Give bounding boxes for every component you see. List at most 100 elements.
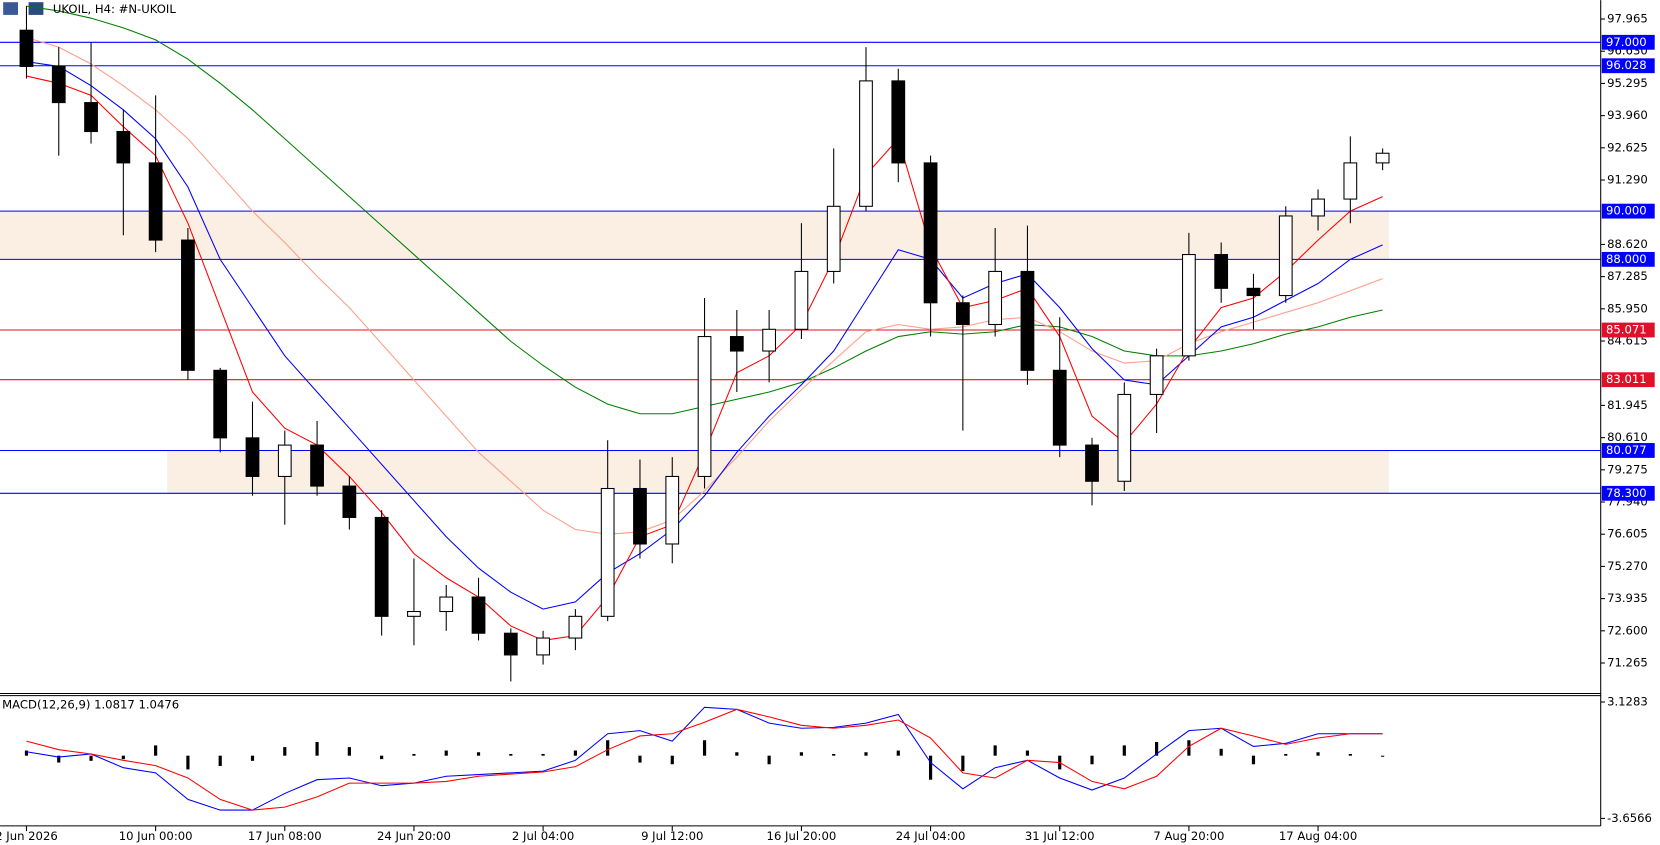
- level-tag: [1601, 203, 1655, 219]
- y-tick-label: 88.620: [1607, 237, 1648, 251]
- candle-body: [891, 80, 906, 164]
- x-tick-label: 24 Jun 20:00: [377, 829, 451, 843]
- candle-body: [213, 369, 228, 439]
- macd-bar: [896, 750, 900, 756]
- x-tick-label: 31 Jul 12:00: [1025, 829, 1095, 843]
- candle-body: [1020, 270, 1035, 371]
- y-tick-label: -3.6566: [1607, 811, 1652, 825]
- candle-body: [181, 239, 195, 371]
- x-tick-label: 16 Jul 20:00: [767, 829, 837, 843]
- macd-bar: [57, 755, 61, 763]
- macd-bar: [154, 745, 158, 756]
- macd-bar: [799, 752, 804, 756]
- candle-body: [633, 487, 647, 545]
- level-label: 85.071: [1606, 323, 1647, 337]
- candle-body: [1214, 254, 1229, 289]
- x-tick-label: 9 Jul 12:00: [641, 829, 703, 843]
- level-tag: [1601, 34, 1655, 50]
- macd-bar: [315, 741, 319, 756]
- y-tick-label: 73.935: [1607, 591, 1648, 605]
- macd-bar: [1381, 755, 1385, 757]
- macd-bar: [573, 750, 577, 756]
- candle-body: [1375, 152, 1390, 164]
- candle-body: [245, 437, 260, 477]
- candle-body: [84, 102, 98, 133]
- macd-bar: [218, 755, 222, 766]
- candle-body: [1149, 355, 1164, 395]
- macd-bar: [1316, 752, 1320, 756]
- macd-bar: [832, 753, 836, 756]
- candle-body: [342, 485, 357, 518]
- level-tag: [1601, 443, 1655, 458]
- icon: [28, 2, 44, 15]
- candle-body: [407, 610, 421, 617]
- y-tick-label: 87.285: [1607, 269, 1648, 283]
- candle-body: [697, 336, 712, 477]
- indicator-line: [26, 708, 1383, 811]
- candle-body: [1278, 215, 1293, 297]
- macd-bar: [1284, 753, 1288, 756]
- macd-bar: [283, 747, 287, 756]
- y-tick-label: 3.1283: [1607, 695, 1648, 709]
- candle-body: [826, 205, 841, 272]
- candle-body: [1182, 254, 1196, 357]
- y-tick-label: 81.945: [1607, 398, 1648, 412]
- indicator-title: MACD(12,26,9) 1.0817 1.0476: [2, 698, 179, 712]
- candle-body: [148, 162, 163, 241]
- macd-bar: [89, 755, 93, 761]
- y-tick-label: 79.275: [1607, 462, 1648, 476]
- level-label: 97.000: [1606, 35, 1647, 49]
- macd-bar: [412, 753, 416, 756]
- candle-body: [503, 632, 518, 656]
- y-tick-label: 80.610: [1607, 430, 1648, 444]
- x-tick-label: 17 Jun 08:00: [248, 829, 322, 843]
- candle-body: [536, 637, 550, 656]
- macd-bar: [541, 753, 545, 756]
- level-tag: [1601, 322, 1655, 338]
- macd-bar: [1090, 755, 1094, 765]
- candle-body: [923, 162, 938, 304]
- candle-body: [955, 302, 970, 326]
- level-label: 80.077: [1606, 443, 1647, 457]
- candle-body: [600, 487, 615, 617]
- y-tick-label: 93.960: [1607, 108, 1648, 122]
- x-tick-label: 24 Jul 04:00: [896, 829, 966, 843]
- macd-bar: [1219, 748, 1223, 756]
- candle-body: [988, 270, 1003, 326]
- zone: [0, 211, 1389, 260]
- candle-body: [859, 80, 873, 207]
- macd-bar: [1348, 753, 1352, 756]
- candle-body: [19, 29, 34, 67]
- level-tag: [1601, 58, 1655, 74]
- macd-bar: [961, 755, 965, 772]
- macd-bar: [606, 740, 610, 756]
- candle-body: [762, 328, 777, 352]
- y-tick-label: 91.290: [1607, 173, 1648, 187]
- level-tag: [1601, 485, 1655, 501]
- y-tick-label: 85.950: [1607, 301, 1648, 315]
- macd-bar: [509, 753, 513, 756]
- candle-body: [374, 516, 389, 617]
- zone: [167, 450, 1389, 494]
- candle-body: [568, 615, 583, 639]
- chart-title: UKOIL, H4: #N-UKOIL: [53, 2, 176, 16]
- candle-body: [310, 444, 324, 487]
- x-tick-label: 17 Aug 04:00: [1279, 829, 1357, 843]
- candle-body: [1311, 198, 1325, 217]
- level-label: 78.300: [1606, 486, 1647, 500]
- macd-bar: [476, 752, 481, 756]
- toolbar-icons: [3, 2, 44, 15]
- y-tick-label: 97.965: [1607, 12, 1648, 26]
- y-tick-label: 75.270: [1607, 559, 1648, 573]
- macd-bar: [638, 755, 642, 763]
- macd-bar: [380, 755, 384, 760]
- candle-body: [51, 65, 66, 104]
- candle-body: [116, 131, 131, 164]
- x-tick-label: 10 Jun 00:00: [119, 829, 193, 843]
- macd-bar: [1025, 750, 1030, 756]
- plot: 97.96596.63095.29593.96092.62591.29088.6…: [0, 5, 1655, 843]
- y-tick-label: 71.265: [1607, 656, 1648, 670]
- candle-body: [1343, 162, 1358, 200]
